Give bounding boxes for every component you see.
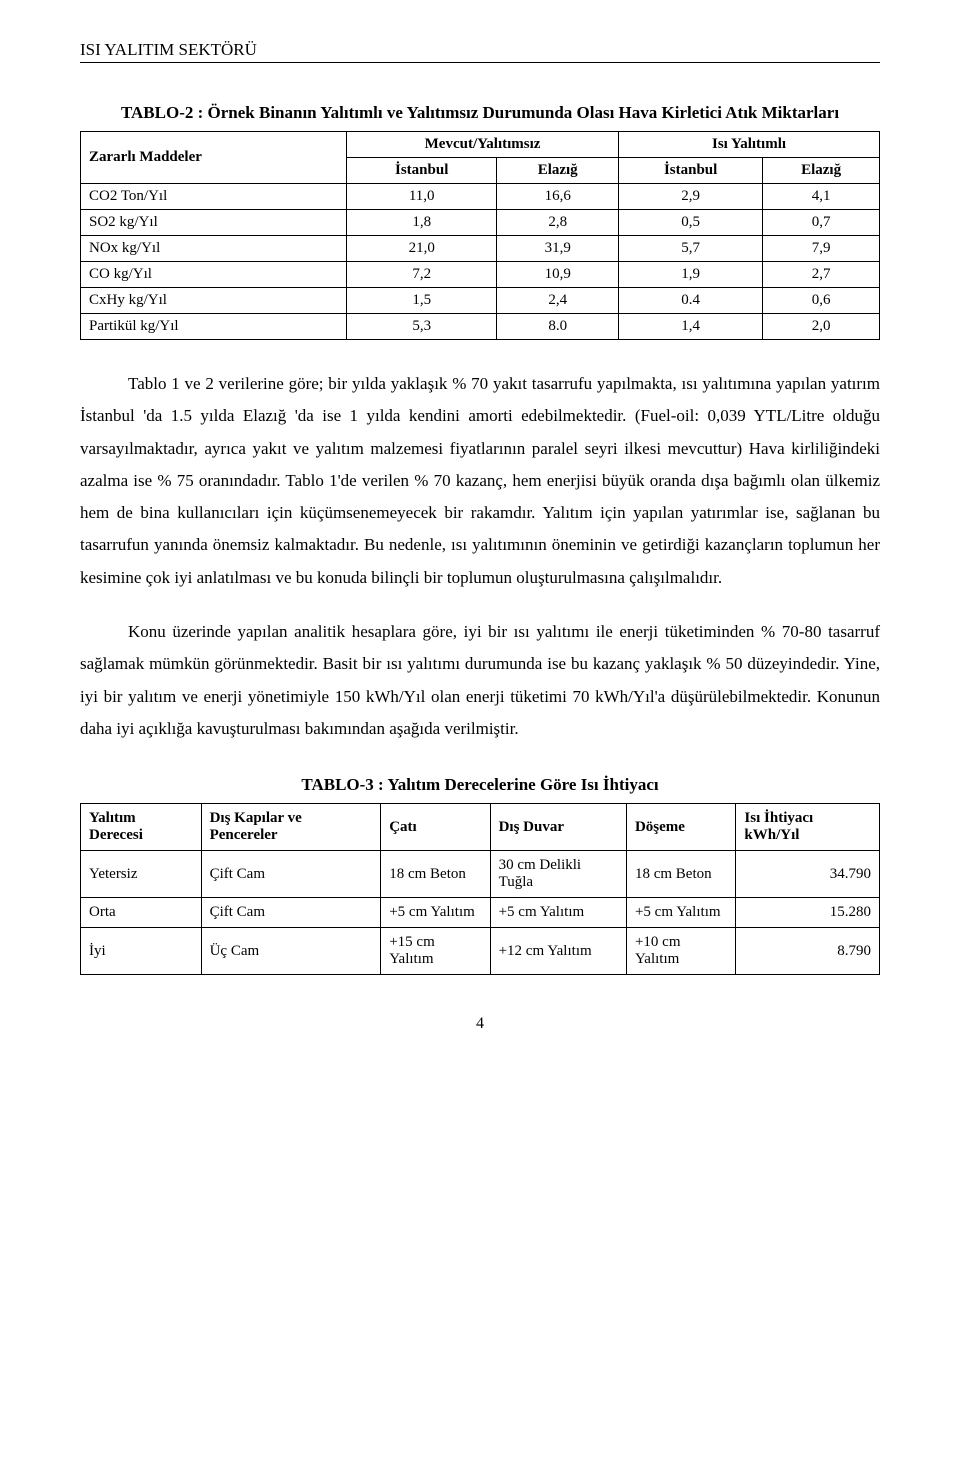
cell: Yetersiz (81, 851, 202, 898)
cell: 15.280 (736, 898, 880, 928)
cell: 2,4 (497, 288, 619, 314)
table2-header-yalitimli: Isı Yalıtımlı (619, 132, 880, 158)
cell: +5 cm Yalıtım (626, 898, 735, 928)
paragraph-2: Konu üzerinde yapılan analitik hesaplara… (80, 616, 880, 745)
table-row: Partikül kg/Yıl 5,3 8.0 1,4 2,0 (81, 314, 880, 340)
table2-header-maddeler: Zararlı Maddeler (81, 132, 347, 184)
cell: 1,4 (619, 314, 763, 340)
cell: 0.4 (619, 288, 763, 314)
cell: +5 cm Yalıtım (381, 898, 490, 928)
cell: Orta (81, 898, 202, 928)
cell: +12 cm Yalıtım (490, 928, 626, 975)
cell: 8.0 (497, 314, 619, 340)
table-row: CO kg/Yıl 7,2 10,9 1,9 2,7 (81, 262, 880, 288)
table3-header: Isı İhtiyacı kWh/Yıl (736, 804, 880, 851)
cell: CxHy kg/Yıl (81, 288, 347, 314)
cell: Üç Cam (201, 928, 381, 975)
cell: NOx kg/Yıl (81, 236, 347, 262)
table3-header: Yalıtım Derecesi (81, 804, 202, 851)
table3-header: Döşeme (626, 804, 735, 851)
cell: 4,1 (763, 184, 880, 210)
table3-header: Çatı (381, 804, 490, 851)
cell: 30 cm Delikli Tuğla (490, 851, 626, 898)
cell: Partikül kg/Yıl (81, 314, 347, 340)
table2-header-mevcut: Mevcut/Yalıtımsız (347, 132, 619, 158)
cell: 21,0 (347, 236, 497, 262)
cell: +5 cm Yalıtım (490, 898, 626, 928)
cell: 18 cm Beton (381, 851, 490, 898)
cell: 5,3 (347, 314, 497, 340)
cell: 5,7 (619, 236, 763, 262)
cell: 34.790 (736, 851, 880, 898)
cell: 18 cm Beton (626, 851, 735, 898)
table2-subheader: Elazığ (763, 158, 880, 184)
table-row: CxHy kg/Yıl 1,5 2,4 0.4 0,6 (81, 288, 880, 314)
cell: 1,8 (347, 210, 497, 236)
table-row: NOx kg/Yıl 21,0 31,9 5,7 7,9 (81, 236, 880, 262)
table2-caption: TABLO-2 : Örnek Binanın Yalıtımlı ve Yal… (80, 103, 880, 123)
table2-subheader: Elazığ (497, 158, 619, 184)
table2-subheader: İstanbul (619, 158, 763, 184)
cell: 0,6 (763, 288, 880, 314)
table-row: Yetersiz Çift Cam 18 cm Beton 30 cm Deli… (81, 851, 880, 898)
table2: Zararlı Maddeler Mevcut/Yalıtımsız Isı Y… (80, 131, 880, 340)
cell: 0,7 (763, 210, 880, 236)
cell: 0,5 (619, 210, 763, 236)
cell: CO2 Ton/Yıl (81, 184, 347, 210)
table-row: SO2 kg/Yıl 1,8 2,8 0,5 0,7 (81, 210, 880, 236)
cell: 2,8 (497, 210, 619, 236)
cell: 7,9 (763, 236, 880, 262)
cell: İyi (81, 928, 202, 975)
cell: 2,7 (763, 262, 880, 288)
cell: 7,2 (347, 262, 497, 288)
cell: 8.790 (736, 928, 880, 975)
cell: 10,9 (497, 262, 619, 288)
cell: 1,9 (619, 262, 763, 288)
table3: Yalıtım Derecesi Dış Kapılar ve Pencerel… (80, 803, 880, 975)
cell: Çift Cam (201, 851, 381, 898)
page-number: 4 (80, 1015, 880, 1033)
cell: SO2 kg/Yıl (81, 210, 347, 236)
table-row: CO2 Ton/Yıl 11,0 16,6 2,9 4,1 (81, 184, 880, 210)
cell: 31,9 (497, 236, 619, 262)
table3-header: Dış Kapılar ve Pencereler (201, 804, 381, 851)
page-header: ISI YALITIM SEKTÖRÜ (80, 40, 880, 63)
table3-header: Dış Duvar (490, 804, 626, 851)
cell: +15 cm Yalıtım (381, 928, 490, 975)
cell: 2,0 (763, 314, 880, 340)
table-row: Orta Çift Cam +5 cm Yalıtım +5 cm Yalıtı… (81, 898, 880, 928)
cell: 2,9 (619, 184, 763, 210)
table-row: İyi Üç Cam +15 cm Yalıtım +12 cm Yalıtım… (81, 928, 880, 975)
table2-subheader: İstanbul (347, 158, 497, 184)
cell: 11,0 (347, 184, 497, 210)
cell: Çift Cam (201, 898, 381, 928)
paragraph-1: Tablo 1 ve 2 verilerine göre; bir yılda … (80, 368, 880, 594)
table3-caption: TABLO-3 : Yalıtım Derecelerine Göre Isı … (80, 775, 880, 795)
cell: +10 cm Yalıtım (626, 928, 735, 975)
cell: 1,5 (347, 288, 497, 314)
cell: CO kg/Yıl (81, 262, 347, 288)
cell: 16,6 (497, 184, 619, 210)
